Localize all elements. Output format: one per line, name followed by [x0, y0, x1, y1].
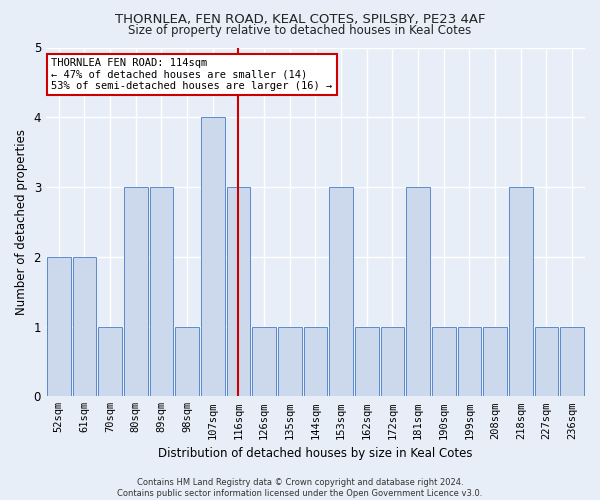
Bar [124, 187, 148, 396]
Bar [149, 187, 173, 396]
Bar [406, 187, 430, 396]
Bar [329, 187, 353, 396]
Bar [175, 326, 199, 396]
Bar [98, 326, 122, 396]
Bar [47, 257, 71, 396]
Bar [484, 326, 507, 396]
Bar [458, 326, 481, 396]
Bar [355, 326, 379, 396]
Bar [227, 187, 250, 396]
Bar [73, 257, 96, 396]
Bar [380, 326, 404, 396]
Text: THORNLEA FEN ROAD: 114sqm
← 47% of detached houses are smaller (14)
53% of semi-: THORNLEA FEN ROAD: 114sqm ← 47% of detac… [52, 58, 332, 91]
Bar [432, 326, 455, 396]
Bar [201, 118, 224, 396]
Bar [535, 326, 559, 396]
Y-axis label: Number of detached properties: Number of detached properties [15, 129, 28, 315]
Text: THORNLEA, FEN ROAD, KEAL COTES, SPILSBY, PE23 4AF: THORNLEA, FEN ROAD, KEAL COTES, SPILSBY,… [115, 12, 485, 26]
X-axis label: Distribution of detached houses by size in Keal Cotes: Distribution of detached houses by size … [158, 447, 473, 460]
Bar [278, 326, 302, 396]
Bar [304, 326, 327, 396]
Text: Contains HM Land Registry data © Crown copyright and database right 2024.
Contai: Contains HM Land Registry data © Crown c… [118, 478, 482, 498]
Bar [509, 187, 533, 396]
Bar [560, 326, 584, 396]
Text: Size of property relative to detached houses in Keal Cotes: Size of property relative to detached ho… [128, 24, 472, 37]
Bar [253, 326, 276, 396]
